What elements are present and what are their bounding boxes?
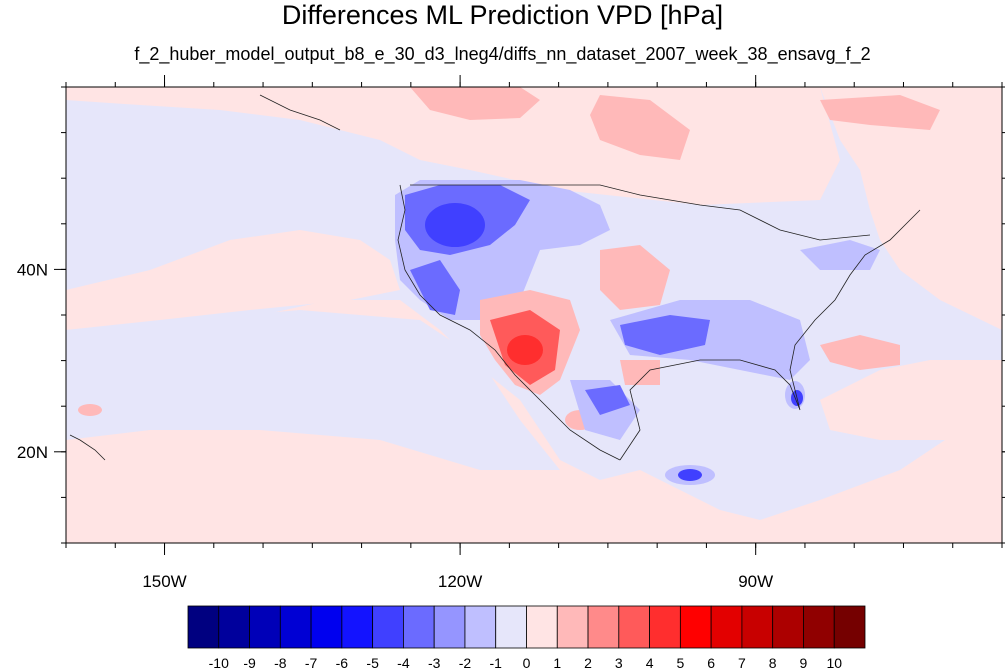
gulf-cool-region — [600, 370, 800, 460]
colorbar-swatch — [618, 605, 650, 649]
colorbar-swatch — [556, 605, 589, 649]
axis-ticks — [54, 75, 1005, 555]
colorbar-swatch — [341, 605, 374, 649]
colorbar-swatch — [495, 605, 527, 649]
colorbar-label: 1 — [553, 655, 561, 671]
southwest-warm-center — [507, 335, 543, 365]
gulf-cool-patch — [585, 385, 630, 415]
colorbar-label: 4 — [646, 655, 654, 671]
california-cool-patch — [410, 260, 460, 315]
colorbar-swatch — [649, 605, 681, 649]
colorbar-label: -1 — [490, 655, 503, 671]
colorbar-swatch — [433, 605, 466, 649]
plains-warm-patch — [600, 245, 670, 310]
colorbar-swatch — [279, 605, 312, 649]
colorbar-swatch — [803, 605, 835, 649]
colorbar-label: 2 — [584, 655, 592, 671]
map-subtitle: f_2_huber_model_output_b8_e_30_d3_lneg4/… — [134, 44, 871, 64]
colorbar-swatch — [679, 605, 712, 649]
map-title: Differences ML Prediction VPD [hPa] — [281, 0, 724, 30]
positive-moderate-regions — [78, 87, 940, 430]
hudson-warm-patch — [590, 95, 690, 160]
west-coast-line — [397, 184, 621, 461]
colorbar-label: 5 — [676, 655, 684, 671]
bahamas-warm-patch — [620, 360, 660, 385]
colorbar-swatch — [741, 605, 774, 649]
lon-tick-label: 90W — [738, 572, 773, 591]
colorbar-label: 9 — [800, 655, 808, 671]
lat-tick-label: 20N — [17, 443, 48, 462]
colorbar-label: 7 — [738, 655, 746, 671]
colorbar-label: -6 — [336, 655, 349, 671]
hawaii-outline — [69, 434, 106, 461]
alaska-outline — [259, 94, 341, 131]
lon-tick-label: 120W — [438, 572, 482, 591]
axis-tick-labels: 150W 120W 90W 40N 20N — [17, 260, 773, 591]
colorbar-swatch — [187, 605, 220, 649]
colorbar-label: -7 — [305, 655, 318, 671]
pacific-warm-spot — [78, 404, 102, 416]
south-atlantic-warm-region — [820, 360, 1002, 440]
lat-tick-label: 40N — [17, 260, 48, 279]
canada-us-border — [410, 184, 871, 241]
colorbar-label: 10 — [826, 655, 842, 671]
colorbar-swatch — [833, 605, 866, 649]
labrador-warm-patch — [820, 95, 940, 130]
colorbar-swatch — [772, 605, 804, 649]
colorbar-swatch — [526, 605, 558, 649]
atlantic-warm-patch — [820, 335, 900, 370]
caribbean-cool-center — [678, 469, 702, 481]
colorbar-swatch — [372, 605, 404, 649]
colorbar-swatch — [249, 605, 281, 649]
colorbar-swatch — [464, 605, 497, 649]
colorbar-label: -5 — [366, 655, 379, 671]
colorbar-swatch — [587, 605, 620, 649]
colorbar-label: -2 — [459, 655, 472, 671]
lon-tick-label: 150W — [142, 572, 186, 591]
colorbar-swatch — [710, 605, 743, 649]
gulf-coast-line — [619, 209, 921, 461]
lower-mississippi-cool-patch — [620, 315, 710, 355]
colorbar-label: -10 — [209, 655, 229, 671]
new-england-cool-region — [800, 240, 880, 270]
colorbar-label: -4 — [397, 655, 410, 671]
colorbar-label: -8 — [274, 655, 287, 671]
pacific-cool-band — [66, 310, 560, 470]
colorbar-swatch — [218, 605, 250, 649]
colorbar-label: 6 — [707, 655, 715, 671]
northeast-warm-region — [820, 87, 1002, 330]
pacific-northwest-cool-center — [425, 203, 485, 247]
colorbar-label: 0 — [523, 655, 531, 671]
colorbar-swatch — [403, 605, 435, 649]
map-field — [66, 87, 1002, 543]
colorbar-label: -9 — [243, 655, 256, 671]
colorbar-label: 3 — [615, 655, 623, 671]
colorbar-label: -3 — [428, 655, 441, 671]
canada-warm-patch — [410, 87, 540, 120]
colorbar-label: 8 — [769, 655, 777, 671]
colorbar-swatch — [310, 605, 343, 649]
coastlines — [69, 94, 921, 461]
colorbar: -10 -9 -8 -7 -6 -5 -4 -3 -2 -1 0 1 2 3 4 5 6 7 8 9 10 — [187, 605, 866, 671]
eastern-pacific-warm-region — [66, 230, 400, 330]
